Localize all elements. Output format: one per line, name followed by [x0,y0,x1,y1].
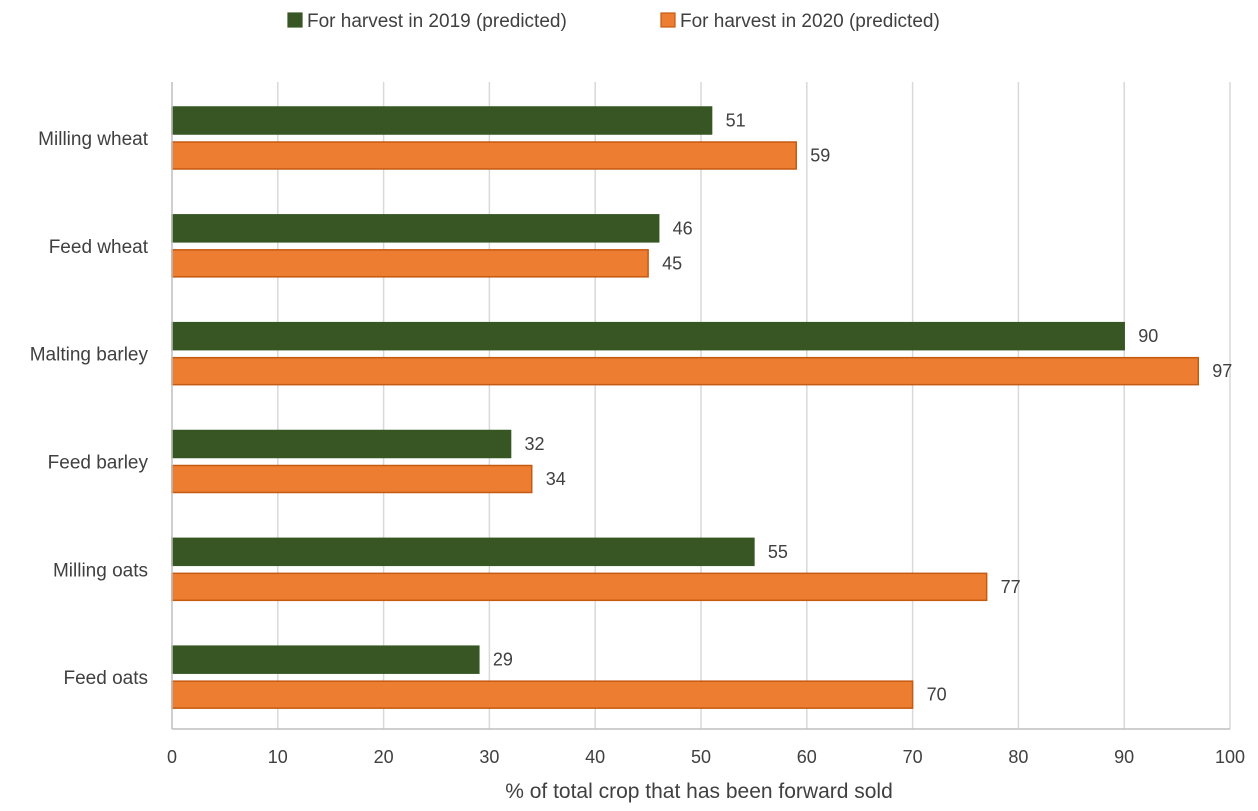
labels: 51 59 Milling wheat 46 45 Feed wheat 90 97 Malti… [30,111,1245,768]
data-label: 45 [662,253,682,273]
x-tick-label: 0 [167,747,177,767]
legend-label: For harvest in 2020 (predicted) [680,11,940,32]
x-tick-label: 30 [479,747,499,767]
legend: For harvest in 2019 (predicted) For harve… [287,11,940,32]
x-tick-label: 40 [585,747,605,767]
axes [171,82,1230,730]
data-label: 55 [768,542,788,562]
bar-2020-milling-wheat [171,141,797,170]
data-label: 32 [525,434,545,454]
category-label: Feed wheat [49,237,149,258]
x-tick-label: 90 [1114,747,1134,767]
data-label: 29 [493,650,513,670]
bar-2019-malting-barley [171,321,1125,351]
data-label: 70 [927,685,947,705]
bar-2019-feed-wheat [171,214,660,243]
data-label: 77 [1001,577,1021,597]
x-tick-label: 50 [691,747,711,767]
x-tick-label: 60 [797,747,817,767]
gridlines [277,82,1231,729]
x-tick-label: 100 [1215,747,1245,767]
legend-label: For harvest in 2019 (predicted) [307,11,567,32]
data-label: 46 [673,218,693,238]
category-label: Milling oats [53,560,148,581]
bars [171,106,1200,709]
category-label: Milling wheat [38,129,149,150]
data-label: 51 [726,111,746,131]
bar-2019-milling-wheat [171,106,713,135]
bar-2019-feed-barley [171,429,512,459]
data-label: 59 [810,146,830,166]
data-label: 34 [546,469,566,489]
bar-2020-feed-oats [171,680,914,709]
data-label: 97 [1212,361,1232,381]
bar-2019-feed-oats [171,645,480,674]
bar-2020-feed-barley [171,464,533,494]
x-tick-label: 10 [268,747,288,767]
x-tick-label: 20 [374,747,394,767]
category-label: Feed barley [48,453,149,474]
x-tick-label: 80 [1008,747,1028,767]
category-label: Malting barley [30,345,149,366]
legend-swatch [287,12,303,28]
bar-2019-milling-oats [171,537,755,567]
data-label: 90 [1138,326,1158,346]
category-label: Feed oats [64,668,149,689]
bar-2020-malting-barley [171,356,1200,386]
legend-swatch [660,12,676,28]
x-axis-title: % of total crop that has been forward so… [505,780,893,803]
bar-2020-feed-wheat [171,249,649,278]
bar-2020-milling-oats [171,572,988,602]
x-tick-label: 70 [903,747,923,767]
